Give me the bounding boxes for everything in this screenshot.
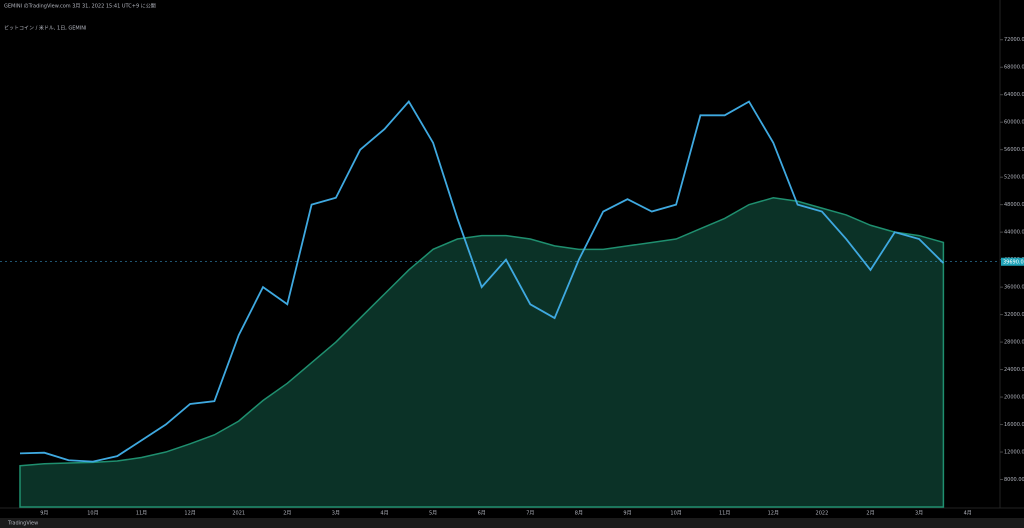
y-tick-label: 64000.00: [1004, 92, 1024, 98]
y-tick-label: 56000.00: [1004, 147, 1024, 153]
x-tick-label: 6月: [478, 511, 486, 517]
y-tick-label: 44000.00: [1004, 230, 1024, 236]
y-tick-label: 8000.00: [1004, 477, 1024, 483]
y-tick-label: 60000.00: [1004, 120, 1024, 126]
x-tick-label: 2021: [232, 511, 245, 517]
y-tick-label: 52000.00: [1004, 175, 1024, 181]
x-tick-label: 12月: [184, 511, 195, 517]
symbol-title: ビットコイン / 米ドル, 1日, GEMINI: [4, 25, 86, 32]
x-tick-label: 4月: [964, 511, 972, 517]
x-tick-label: 2月: [283, 511, 291, 517]
price-line: [19, 100, 945, 463]
y-tick-label: 28000.00: [1004, 340, 1024, 346]
x-tick-label: 5月: [429, 511, 437, 517]
x-tick-label: 2月: [866, 511, 874, 517]
y-tick-label: 16000.00: [1004, 422, 1024, 428]
x-tick-label: 10月: [87, 511, 98, 517]
y-tick-label: 36000.00: [1004, 285, 1024, 291]
x-tick-label: 4月: [380, 511, 388, 517]
publisher: GEMINI のTradingView.com 3月 31, 2022 15:4…: [4, 4, 156, 10]
y-tick-label: 12000.00: [1004, 450, 1024, 456]
y-tick-label: 20000.00: [1004, 395, 1024, 401]
brand: TradingView: [7, 521, 38, 527]
x-tick-label: 9月: [40, 511, 48, 517]
footer-bar: [0, 518, 1024, 528]
last-price-box: [1001, 257, 1024, 266]
x-tick-label: 10月: [670, 511, 681, 517]
x-tick-label: 3月: [332, 511, 340, 517]
y-tick-label: 24000.00: [1004, 367, 1024, 373]
x-tick-label: 8月: [575, 511, 583, 517]
x-tick-label: 7月: [526, 511, 534, 517]
x-tick-label: 2022: [816, 511, 829, 517]
y-tick-label: 72000.00: [1004, 37, 1024, 43]
average-area: [19, 197, 945, 508]
x-tick-label: 11月: [136, 511, 147, 517]
y-tick-label: 48000.00: [1004, 202, 1024, 208]
x-tick-label: 3月: [915, 511, 923, 517]
y-tick-label: 32000.00: [1004, 312, 1024, 318]
x-tick-label: 11月: [719, 511, 730, 517]
x-tick-label: 12月: [768, 511, 779, 517]
y-tick-label: 68000.00: [1004, 65, 1024, 71]
last-price-label: 39690.00: [1003, 259, 1024, 265]
x-tick-label: 9月: [623, 511, 631, 517]
